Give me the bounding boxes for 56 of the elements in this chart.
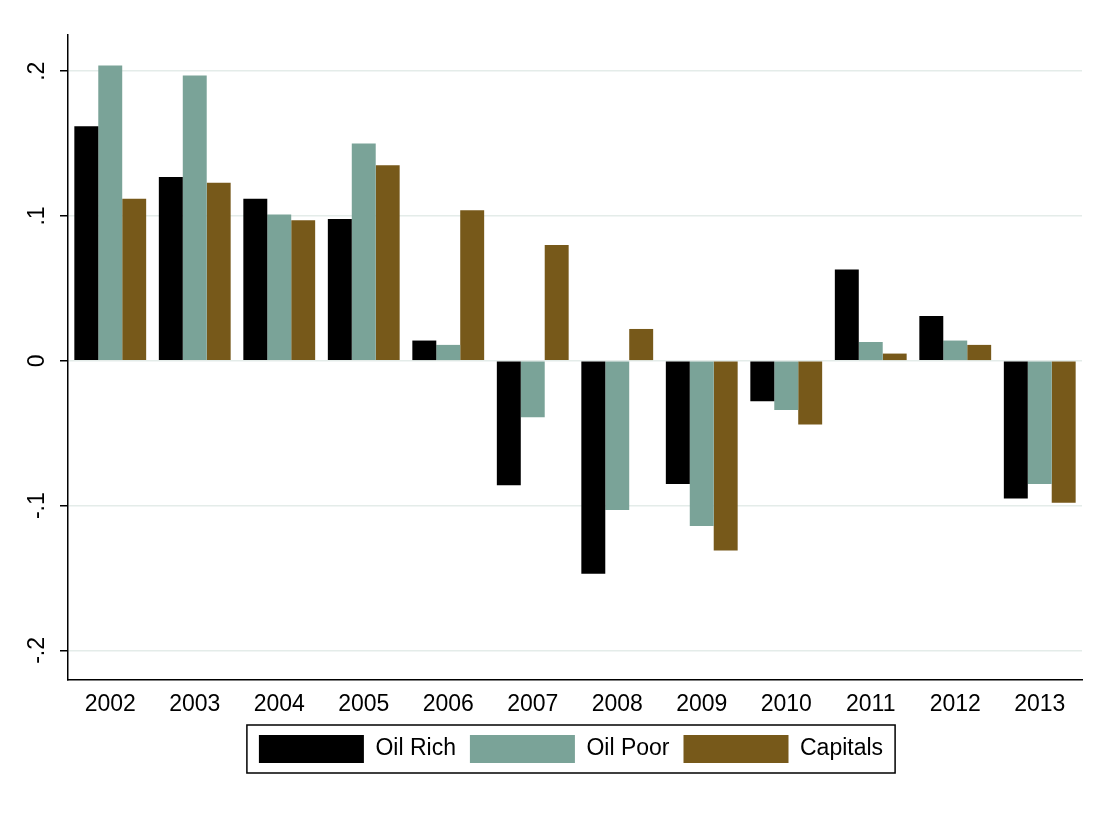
bar	[182, 75, 207, 361]
bar	[882, 353, 907, 361]
bar	[943, 340, 968, 361]
x-tick-label: 2003	[169, 689, 221, 716]
y-tick-label: -.1	[23, 492, 50, 520]
bar	[1051, 361, 1076, 503]
y-tick-label: .1	[23, 206, 50, 226]
bar	[460, 210, 485, 361]
x-tick-label: 2008	[591, 689, 643, 716]
x-tick-label: 2006	[422, 689, 474, 716]
bar	[158, 176, 183, 361]
bar	[967, 344, 992, 361]
x-tick-label: 2005	[338, 689, 390, 716]
bar	[206, 182, 231, 361]
bar	[858, 342, 883, 361]
bar	[774, 361, 799, 411]
x-tick-label: 2013	[1014, 689, 1066, 716]
y-tick-label: 0	[23, 354, 50, 368]
bar	[1027, 361, 1052, 484]
bar	[267, 214, 292, 361]
y-tick-label: -.2	[23, 637, 50, 664]
x-tick-label: 2010	[760, 689, 812, 716]
bar	[605, 361, 630, 510]
x-tick-label: 2011	[846, 689, 896, 716]
bar	[291, 220, 316, 361]
legend-label: Capitals	[800, 734, 884, 761]
bar	[98, 65, 123, 361]
bar	[74, 126, 99, 361]
y-tick-label: .2	[23, 61, 50, 81]
bar	[327, 218, 352, 361]
bar	[834, 269, 859, 361]
bar	[122, 198, 147, 361]
bar	[351, 143, 376, 361]
bar	[713, 361, 738, 551]
bar	[629, 328, 654, 361]
bar	[243, 198, 268, 361]
bar	[436, 344, 461, 361]
bar	[750, 361, 775, 402]
bar	[665, 361, 690, 484]
bar	[689, 361, 714, 526]
bar	[412, 340, 437, 361]
x-tick-label: 2012	[929, 689, 981, 716]
bar	[919, 315, 944, 361]
legend-label: Oil Rich	[375, 734, 456, 761]
x-tick-label: 2002	[84, 689, 136, 716]
legend-label: Oil Poor	[586, 734, 670, 761]
bar	[798, 361, 823, 425]
x-tick-label: 2007	[507, 689, 559, 716]
bar	[375, 165, 400, 361]
bar	[544, 244, 569, 361]
bar	[496, 361, 521, 486]
x-tick-label: 2009	[676, 689, 728, 716]
bar	[520, 361, 545, 418]
bar	[1003, 361, 1028, 499]
x-tick-label: 2004	[253, 689, 306, 716]
bar	[581, 361, 606, 574]
